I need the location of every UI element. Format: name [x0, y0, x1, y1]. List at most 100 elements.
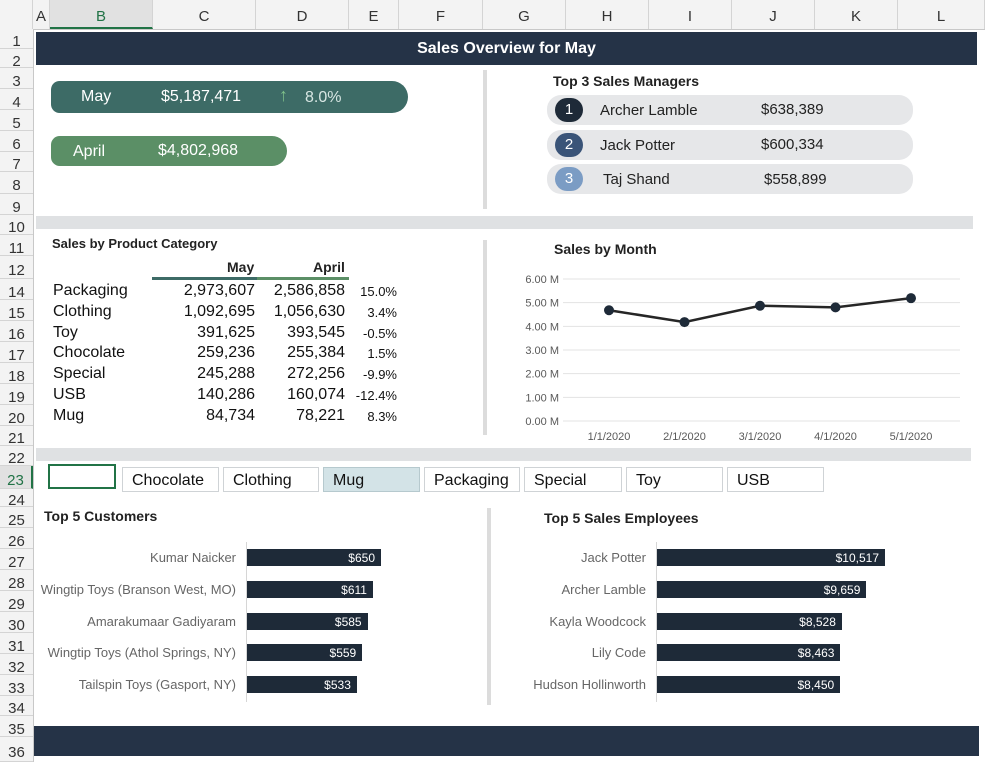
- bar: $8,528: [657, 612, 842, 630]
- row-header-20[interactable]: 20: [0, 405, 33, 427]
- row-header-31[interactable]: 31: [0, 633, 33, 655]
- row-header-19[interactable]: 19: [0, 384, 33, 406]
- row-header-24[interactable]: 24: [0, 489, 33, 509]
- bar-category-label: Kayla Woodcock: [549, 613, 646, 629]
- kpi-current-value: $5,187,471: [161, 88, 242, 105]
- column-header-h[interactable]: H: [566, 0, 649, 29]
- customers-axis: [246, 542, 247, 702]
- column-header-d[interactable]: D: [256, 0, 349, 29]
- april-underline: [257, 277, 349, 280]
- manager-amount: $638,389: [761, 101, 824, 118]
- row-header-21[interactable]: 21: [0, 426, 33, 447]
- row-header-bar: 1 2 3 4 5 6 7 8 9 10 11 12 14 15 16 17 18 19 20 21 22 23 24 25 2…: [0, 29, 34, 762]
- manager-amount: $600,334: [761, 136, 824, 153]
- slicer-item-usb[interactable]: USB: [727, 467, 824, 492]
- bar-category-label: Archer Lamble: [561, 581, 646, 597]
- row-header-16[interactable]: 16: [0, 321, 33, 343]
- column-header-e[interactable]: E: [349, 0, 399, 29]
- column-header-j[interactable]: J: [732, 0, 815, 29]
- category-april-value: 272,256: [287, 365, 345, 383]
- category-may-value: 140,286: [197, 386, 255, 403]
- row-header-23[interactable]: 23: [0, 466, 33, 489]
- category-name: Packaging: [53, 282, 128, 299]
- category-may-value: 2,973,607: [183, 282, 255, 299]
- manager-amount: $558,899: [764, 171, 827, 188]
- footer-banner: [34, 726, 979, 756]
- column-header-i[interactable]: I: [649, 0, 732, 29]
- row-header-29[interactable]: 29: [0, 591, 33, 613]
- column-header-a[interactable]: A: [33, 0, 50, 29]
- kpi-current-label: May: [81, 88, 112, 105]
- slicer-item-clothing[interactable]: Clothing: [223, 467, 319, 492]
- row-header-26[interactable]: 26: [0, 528, 33, 550]
- kpi-previous-value: $4,802,968: [158, 142, 239, 159]
- row-header-28[interactable]: 28: [0, 570, 33, 592]
- row-header-34[interactable]: 34: [0, 696, 33, 717]
- column-header-g[interactable]: G: [483, 0, 566, 29]
- category-may-value: 1,092,695: [183, 302, 255, 320]
- row-header-6[interactable]: 6: [0, 131, 33, 153]
- row-header-7[interactable]: 7: [0, 152, 33, 173]
- select-all-corner[interactable]: [0, 0, 33, 29]
- section-separator: [36, 448, 971, 461]
- slicer-item-toy[interactable]: Toy: [626, 467, 723, 492]
- bar-category-label: Kumar Naicker: [150, 550, 236, 565]
- row-header-18[interactable]: 18: [0, 363, 33, 385]
- row-header-1[interactable]: 1: [0, 29, 33, 50]
- data-point: [830, 302, 841, 313]
- row-header-2[interactable]: 2: [0, 49, 33, 70]
- row-header-11[interactable]: 11: [0, 235, 33, 257]
- category-title: Sales by Product Category: [52, 236, 218, 251]
- bar-category-label: Jack Potter: [580, 550, 646, 565]
- bar: $559: [247, 644, 363, 662]
- row-header-14[interactable]: 14: [0, 279, 33, 301]
- y-tick-label: 1.00 M: [525, 392, 559, 404]
- slicer-item-special[interactable]: Special: [524, 467, 622, 492]
- column-header-b[interactable]: B: [50, 0, 153, 29]
- row-header-8[interactable]: 8: [0, 172, 33, 194]
- row-header-25[interactable]: 25: [0, 507, 33, 529]
- row-header-15[interactable]: 15: [0, 300, 33, 322]
- row-header-36[interactable]: 36: [0, 737, 33, 762]
- data-point: [604, 305, 614, 316]
- row-header-22[interactable]: 22: [0, 446, 33, 467]
- category-may-value: 84,734: [206, 406, 255, 424]
- row-header-12[interactable]: 12: [0, 256, 33, 279]
- active-cell-selection[interactable]: [48, 464, 116, 489]
- rank-badge: 2: [555, 133, 583, 157]
- manager-row-3: 3 Taj Shand $558,899: [547, 164, 913, 194]
- bar: $533: [247, 676, 357, 694]
- row-header-5[interactable]: 5: [0, 110, 33, 132]
- slicer-item-packaging[interactable]: Packaging: [424, 467, 520, 492]
- column-header-c[interactable]: C: [153, 0, 256, 29]
- column-header-k[interactable]: K: [815, 0, 898, 29]
- kpi-previous-label: April: [73, 143, 106, 160]
- row-header-35[interactable]: 35: [0, 716, 33, 738]
- row-header-10[interactable]: 10: [0, 215, 33, 236]
- col-header-april: April: [313, 259, 345, 275]
- row-header-4[interactable]: 4: [0, 89, 33, 111]
- y-tick-label: 5.00 M: [525, 298, 559, 310]
- category-name: Special: [53, 365, 106, 383]
- row-header-17[interactable]: 17: [0, 342, 33, 364]
- row-header-3[interactable]: 3: [0, 68, 33, 90]
- manager-name: Jack Potter: [600, 137, 676, 154]
- slicer-item-chocolate[interactable]: Chocolate: [122, 467, 219, 492]
- kpi-change-percent: 8.0%: [305, 89, 342, 106]
- category-row: Chocolate 259,236 255,384 1.5%: [52, 344, 412, 365]
- row-header-32[interactable]: 32: [0, 654, 33, 676]
- column-header-l[interactable]: L: [898, 0, 985, 29]
- bar: $611: [247, 580, 373, 598]
- manager-row-2: 2 Jack Potter $600,334: [547, 130, 913, 160]
- category-april-value: 393,545: [287, 323, 345, 341]
- row-header-33[interactable]: 33: [0, 675, 33, 697]
- bar-category-label: Tailspin Toys (Gasport, NY): [78, 677, 236, 693]
- bar: $10,517: [657, 549, 885, 566]
- row-header-9[interactable]: 9: [0, 194, 33, 216]
- row-header-30[interactable]: 30: [0, 612, 33, 634]
- x-tick-label: 4/1/2020: [814, 431, 857, 443]
- row-header-27[interactable]: 27: [0, 549, 33, 571]
- dashboard-title: Sales Overview for May: [36, 32, 977, 65]
- slicer-item-mug[interactable]: Mug: [323, 467, 420, 492]
- column-header-f[interactable]: F: [399, 0, 483, 29]
